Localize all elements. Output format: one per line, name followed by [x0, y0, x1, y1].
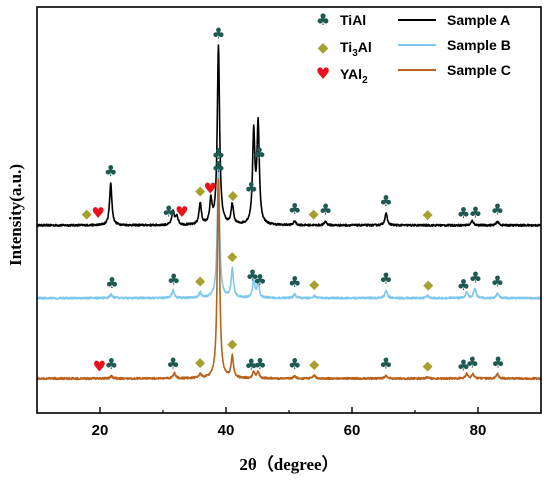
legend-phase-label: YAl2 — [340, 66, 368, 86]
club-marker: ♣ — [457, 204, 470, 222]
diamond-marker: ◆ — [195, 274, 205, 289]
club-marker: ♣ — [457, 357, 470, 375]
club-marker: ♣ — [253, 355, 266, 373]
x-tick-label: 60 — [344, 422, 361, 439]
y-axis-label: Intensity(a.u.) — [6, 164, 25, 266]
diamond-marker: ◆ — [423, 359, 433, 374]
x-axis-ticks: 20 40 60 80 — [36, 407, 542, 439]
diamond-marker: ◆ — [227, 250, 237, 265]
x-tick-label: 40 — [218, 422, 235, 439]
diamond-marker: ◆ — [309, 357, 319, 372]
heart-marker: ♥ — [91, 204, 104, 222]
legend-phase-label: TiAl — [340, 12, 366, 28]
club-marker: ♣ — [105, 355, 118, 373]
club-marker: ♣ — [105, 274, 118, 292]
club-marker: ♣ — [379, 354, 392, 372]
series-line-3 — [36, 178, 542, 381]
club-marker: ♣ — [212, 158, 225, 176]
diamond-marker: ◆ — [423, 207, 433, 222]
club-marker: ♣ — [319, 200, 332, 218]
diamond-marker: ◆ — [423, 278, 433, 293]
x-tick-label: 80 — [470, 422, 487, 439]
heart-marker: ♥ — [175, 203, 188, 221]
legend-phase-label: Ti3Al — [340, 39, 372, 59]
club-marker: ♣ — [469, 204, 482, 222]
diamond-marker: ◆ — [228, 188, 238, 203]
club-marker: ♣ — [491, 272, 504, 290]
club-marker: ♣ — [244, 355, 257, 373]
x-axis-label: 2θ（degree） — [239, 454, 338, 474]
club-marker: ♣ — [379, 192, 392, 210]
legend-phase-symbol: ◆ — [318, 40, 329, 56]
heart-marker: ♥ — [204, 180, 217, 198]
club-marker: ♣ — [491, 200, 504, 218]
series-line-1 — [36, 44, 542, 228]
series-line-2 — [36, 164, 542, 300]
x-tick-label: 20 — [92, 422, 109, 439]
club-marker: ♣ — [491, 354, 504, 372]
legend-sample-label: Sample B — [447, 37, 511, 53]
club-marker: ♣ — [244, 179, 257, 197]
club-marker: ♣ — [457, 276, 470, 294]
phase-markers: ◆ ♥♣♣ ♥◆♥♣◆ ♣♣♣ ◆ ♣ ♣◆ ♣♣ ♣♣ ♣ ◆♣◆♣♣ ♣ ◆ ♣ ◆ ♣♣ ♣♥♣ ♣ ◆♣◆♣… — [82, 24, 505, 375]
diamond-marker: ◆ — [309, 207, 319, 222]
club-marker: ♣ — [288, 200, 301, 218]
club-marker: ♣ — [104, 162, 117, 180]
heart-marker: ♥ — [93, 357, 106, 375]
diamond-marker: ◆ — [227, 337, 237, 352]
club-marker: ♣ — [466, 353, 479, 371]
diamond-marker: ◆ — [82, 207, 92, 222]
club-marker: ♣ — [469, 269, 482, 287]
legend-sample-label: Sample A — [447, 12, 510, 28]
club-marker: ♣ — [167, 271, 180, 289]
legend-phase-symbol: ♣ — [316, 10, 330, 29]
club-marker: ♣ — [212, 24, 225, 42]
club-marker: ♣ — [212, 145, 225, 163]
club-marker: ♣ — [288, 273, 301, 291]
plot-lines — [36, 44, 542, 381]
diamond-marker: ◆ — [195, 355, 205, 370]
club-marker: ♣ — [162, 203, 175, 221]
club-marker: ♣ — [166, 354, 179, 372]
club-marker: ♣ — [253, 271, 266, 289]
club-marker: ♣ — [379, 269, 392, 287]
club-marker: ♣ — [288, 355, 301, 373]
diamond-marker: ◆ — [195, 184, 205, 199]
club-marker: ♣ — [246, 267, 259, 285]
legend-phase-symbol: ♥ — [316, 64, 330, 83]
legend-sample-label: Sample C — [447, 62, 511, 78]
legend: ♣ TiAl ◆ Ti3Al ♥ YAl2 Sample A Sample B Sample C — [316, 10, 511, 86]
diamond-marker: ◆ — [309, 278, 319, 293]
club-marker: ♣ — [253, 144, 266, 162]
